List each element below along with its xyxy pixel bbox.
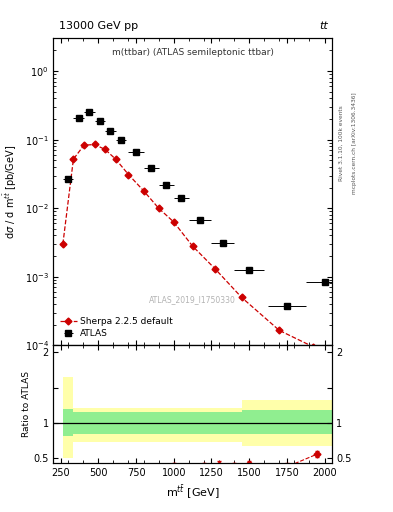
Sherpa 2.2.5 default [141,187,146,194]
Line: Sherpa 2.2.5 default: Sherpa 2.2.5 default [61,142,316,349]
Sherpa 2.2.5 default [190,243,195,249]
Sherpa 2.2.5 default [213,266,218,272]
Legend: Sherpa 2.2.5 default, ATLAS: Sherpa 2.2.5 default, ATLAS [57,315,176,341]
Sherpa 2.2.5 default [82,142,86,148]
Text: m(ttbar) (ATLAS semileptonic ttbar): m(ttbar) (ATLAS semileptonic ttbar) [112,48,274,57]
Sherpa 2.2.5 default [239,294,244,301]
Text: 13000 GeV pp: 13000 GeV pp [59,20,138,31]
Y-axis label: d$\sigma$ / d m$^{t\bar{t}}$ [pb/GeV]: d$\sigma$ / d m$^{t\bar{t}}$ [pb/GeV] [2,145,19,239]
Sherpa 2.2.5 default [92,141,97,147]
Sherpa 2.2.5 default [103,146,107,153]
Text: mcplots.cern.ch [arXiv:1306.3436]: mcplots.cern.ch [arXiv:1306.3436] [352,93,357,194]
Sherpa 2.2.5 default [113,156,118,162]
Text: ATLAS_2019_I1750330: ATLAS_2019_I1750330 [149,295,236,304]
Sherpa 2.2.5 default [277,327,282,333]
Sherpa 2.2.5 default [311,344,316,350]
Sherpa 2.2.5 default [71,156,76,162]
Y-axis label: Ratio to ATLAS: Ratio to ATLAS [22,371,31,437]
Sherpa 2.2.5 default [156,205,161,211]
Text: tt: tt [319,20,328,31]
X-axis label: m$^{t\bar{t}}$ [GeV]: m$^{t\bar{t}}$ [GeV] [166,483,219,501]
Text: Rivet 3.1.10, 100k events: Rivet 3.1.10, 100k events [339,105,344,181]
Sherpa 2.2.5 default [171,219,176,225]
Sherpa 2.2.5 default [126,172,131,178]
Sherpa 2.2.5 default [61,241,65,247]
